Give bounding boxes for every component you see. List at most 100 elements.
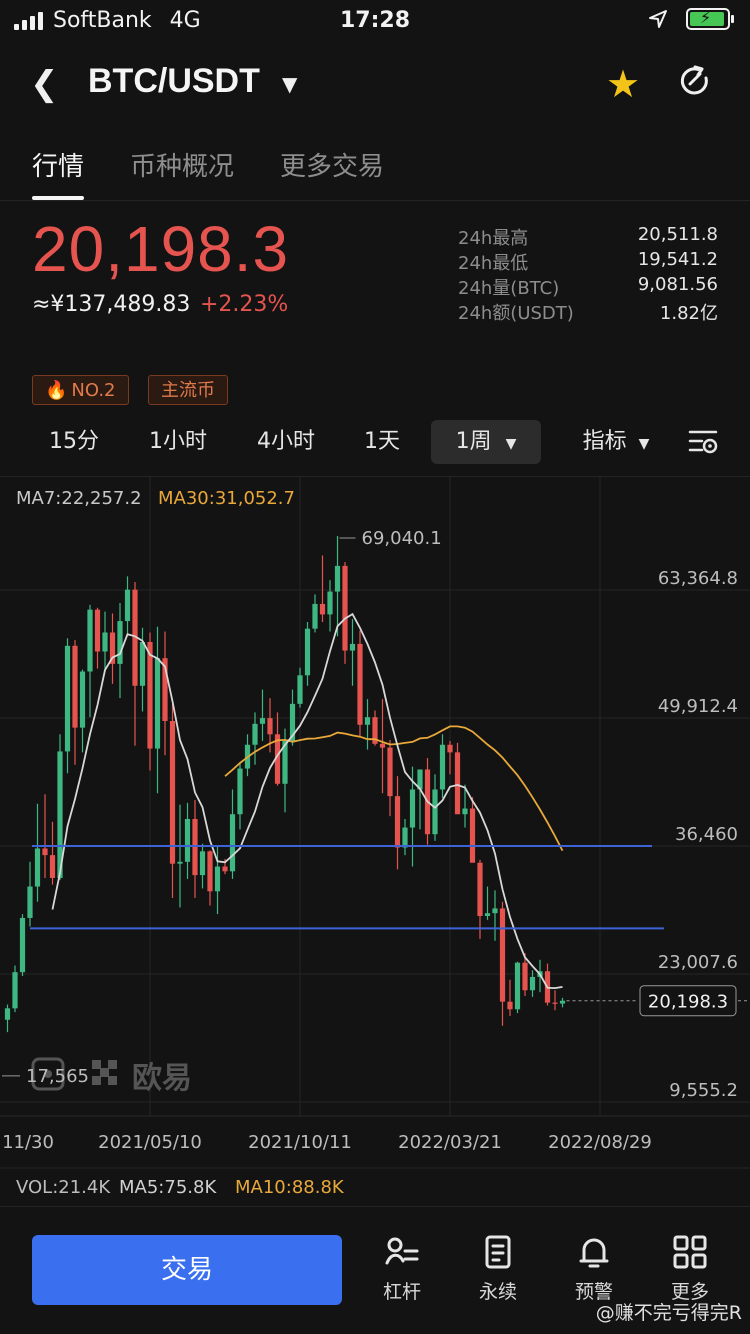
indicator-menu[interactable]: 指标 ▼ (582, 429, 650, 454)
tab-more-trading[interactable]: 更多交易 (280, 152, 385, 182)
candle-body (334, 565, 341, 592)
ma30-legend: MA30:31,052.7 (158, 488, 295, 509)
share-icon[interactable] (678, 64, 712, 98)
watermark-icon (44, 1070, 52, 1078)
x-tick-label: 2022/03/21 (398, 1132, 502, 1153)
candle-body (117, 621, 123, 664)
nav-perpetual[interactable]: 永续 (463, 1233, 533, 1304)
interval-1w[interactable]: 1周 ▼ (431, 420, 541, 464)
ma7-line (51, 612, 563, 990)
trade-button[interactable]: 交易 (32, 1235, 342, 1305)
candle-body (477, 862, 483, 917)
candle-body (469, 808, 476, 863)
y-tick-label: 63,364.8 (658, 568, 738, 589)
interval-15m[interactable]: 15分 (49, 429, 99, 454)
candle-body (327, 591, 333, 615)
candle-body (484, 913, 491, 917)
nav-alert[interactable]: 预警 (559, 1233, 629, 1304)
candle-body (184, 818, 191, 862)
candle-body (72, 645, 78, 728)
candle-body (259, 718, 266, 724)
y-tick-label: 23,007.6 (658, 952, 738, 973)
ma30-line (224, 725, 564, 852)
nav-more[interactable]: 更多 (655, 1233, 725, 1304)
candle-body (372, 717, 378, 744)
candle-body (177, 861, 183, 864)
candle-body (364, 717, 371, 725)
last-price: 20,198.3 (32, 213, 290, 285)
candle-body (34, 848, 41, 887)
tab-overview[interactable]: 币种概况 (130, 152, 235, 182)
watermark-icon (31, 1057, 65, 1091)
volume-legend-item: VOL:21.4K (16, 1177, 111, 1198)
candle-body (282, 740, 288, 784)
candle-body (379, 743, 386, 748)
candle-body (19, 917, 26, 973)
candle-body (274, 734, 281, 784)
candle-body (162, 658, 168, 721)
candle-body (222, 866, 228, 872)
candle-body (297, 675, 303, 704)
back-arrow-icon[interactable]: ❮ (30, 64, 59, 104)
candle-body (312, 603, 318, 629)
candle-body (139, 641, 146, 686)
pair-title[interactable]: BTC/USDT (88, 62, 260, 100)
candle-body (552, 1002, 558, 1004)
stat-low: 24h最低 19,541.2 (458, 249, 718, 274)
x-tick-label: 2021/05/10 (98, 1132, 202, 1153)
clock: 17:28 (339, 8, 411, 33)
battery-icon: ⚡ (686, 8, 734, 30)
carrier-name: SoftBank (53, 8, 152, 33)
candle-body (304, 628, 311, 676)
candle-body (192, 818, 198, 876)
candle-body (402, 827, 408, 848)
candle-body (462, 808, 468, 815)
watermark-icon (92, 1060, 101, 1069)
favorite-star-icon[interactable]: ★ (606, 62, 641, 106)
interval-selector: 15分 1小时 4小时 1天 1周 ▼ 指标 ▼ (0, 420, 750, 466)
rank-badge[interactable]: 🔥 NO.2 (32, 375, 129, 405)
network-type: 4G (169, 8, 201, 33)
volume-legend-item: MA10:88.8K (235, 1177, 345, 1198)
chart-settings-icon[interactable] (688, 428, 720, 456)
candle-body (64, 645, 71, 752)
watermark-icon (100, 1068, 109, 1077)
nav-margin[interactable]: 杠杆 (367, 1233, 437, 1304)
candle-body (87, 609, 93, 672)
grid-icon (673, 1235, 707, 1269)
candlestick-chart[interactable]: 欧易 MA7:22,257.2 MA30:31,052.7 63,364.8 49,91… (0, 476, 750, 1206)
candle-body (252, 723, 258, 745)
candle-body (79, 671, 86, 728)
status-bar: SoftBank 4G 17:28 ⚡ (0, 0, 750, 44)
candle-body (394, 796, 401, 848)
candle-body (4, 1008, 11, 1020)
candle-body (42, 848, 48, 856)
candle-body (199, 851, 206, 876)
interval-1h[interactable]: 1小时 (149, 429, 207, 454)
candle-body (559, 1000, 566, 1004)
candle-body (349, 643, 356, 651)
okx-watermark: 欧易 (31, 1057, 192, 1096)
margin-icon (385, 1237, 419, 1265)
interval-1d[interactable]: 1天 (364, 429, 400, 454)
location-arrow-icon (649, 10, 667, 28)
low-label: 17,565 (26, 1066, 89, 1087)
cny-price: ≈¥137,489.83 (32, 292, 191, 317)
candle-body (357, 643, 363, 725)
flame-icon: 🔥 (45, 380, 68, 401)
candle-body (514, 962, 521, 1010)
candle-body (492, 908, 498, 914)
ticker-stats: 24h最高 20,511.8 24h最低 19,541.2 24h量(BTC) 9,0… (458, 224, 718, 324)
interval-4h[interactable]: 4小时 (257, 429, 315, 454)
volume-legend-item: MA5:75.8K (119, 1177, 217, 1198)
candle-body (57, 751, 63, 878)
candle-body (229, 814, 236, 872)
candle-body (109, 632, 116, 664)
candle-body (417, 769, 423, 790)
candle-body (387, 747, 393, 797)
candle-body (522, 962, 528, 991)
tab-market[interactable]: 行情 (32, 146, 85, 200)
chevron-down-icon[interactable]: ▼ (282, 72, 298, 96)
stat-volume: 24h量(BTC) 9,081.56 (458, 274, 718, 299)
category-badge[interactable]: 主流币 (148, 375, 228, 405)
